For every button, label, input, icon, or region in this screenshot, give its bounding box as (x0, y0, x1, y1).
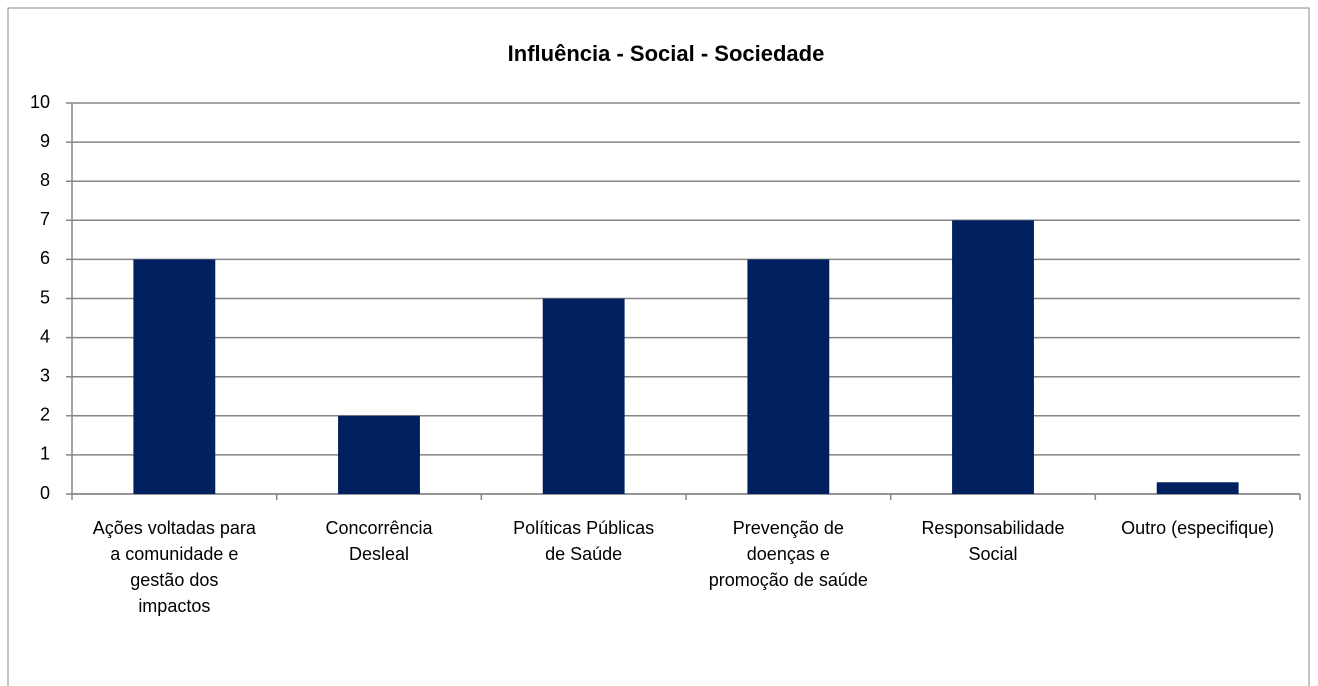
x-tick-label: Concorrência Desleal (325, 518, 433, 564)
y-tick-label: 7 (40, 209, 50, 229)
chart-border (7, 7, 1310, 686)
bar (1156, 482, 1239, 494)
y-tick-label: 2 (40, 405, 50, 425)
x-tick-label: Ações voltadas para a comunidade e gestã… (92, 518, 256, 616)
y-tick-label: 10 (30, 92, 50, 112)
x-tick-label: Responsabilidade Social (921, 518, 1065, 564)
bar (133, 259, 216, 494)
bar (338, 415, 420, 494)
chart-title: Influência - Social - Sociedade (508, 41, 825, 66)
bar (952, 220, 1034, 495)
bar (747, 259, 830, 494)
y-tick-label: 1 (40, 444, 50, 464)
x-tick-label: Prevenção de doenças e promoção de saúde (708, 518, 868, 590)
y-tick-label: 4 (40, 326, 50, 346)
x-tick-label: Outro (especifique) (1121, 518, 1275, 538)
y-tick-label: 9 (40, 131, 50, 151)
y-tick-label: 8 (40, 170, 50, 190)
x-tick-label: Políticas Públicas de Saúde (513, 518, 655, 564)
y-tick-label: 3 (40, 365, 50, 385)
y-tick-label: 0 (40, 483, 50, 503)
bar (542, 298, 625, 494)
y-tick-label: 5 (40, 287, 50, 307)
y-tick-label: 6 (40, 248, 50, 268)
